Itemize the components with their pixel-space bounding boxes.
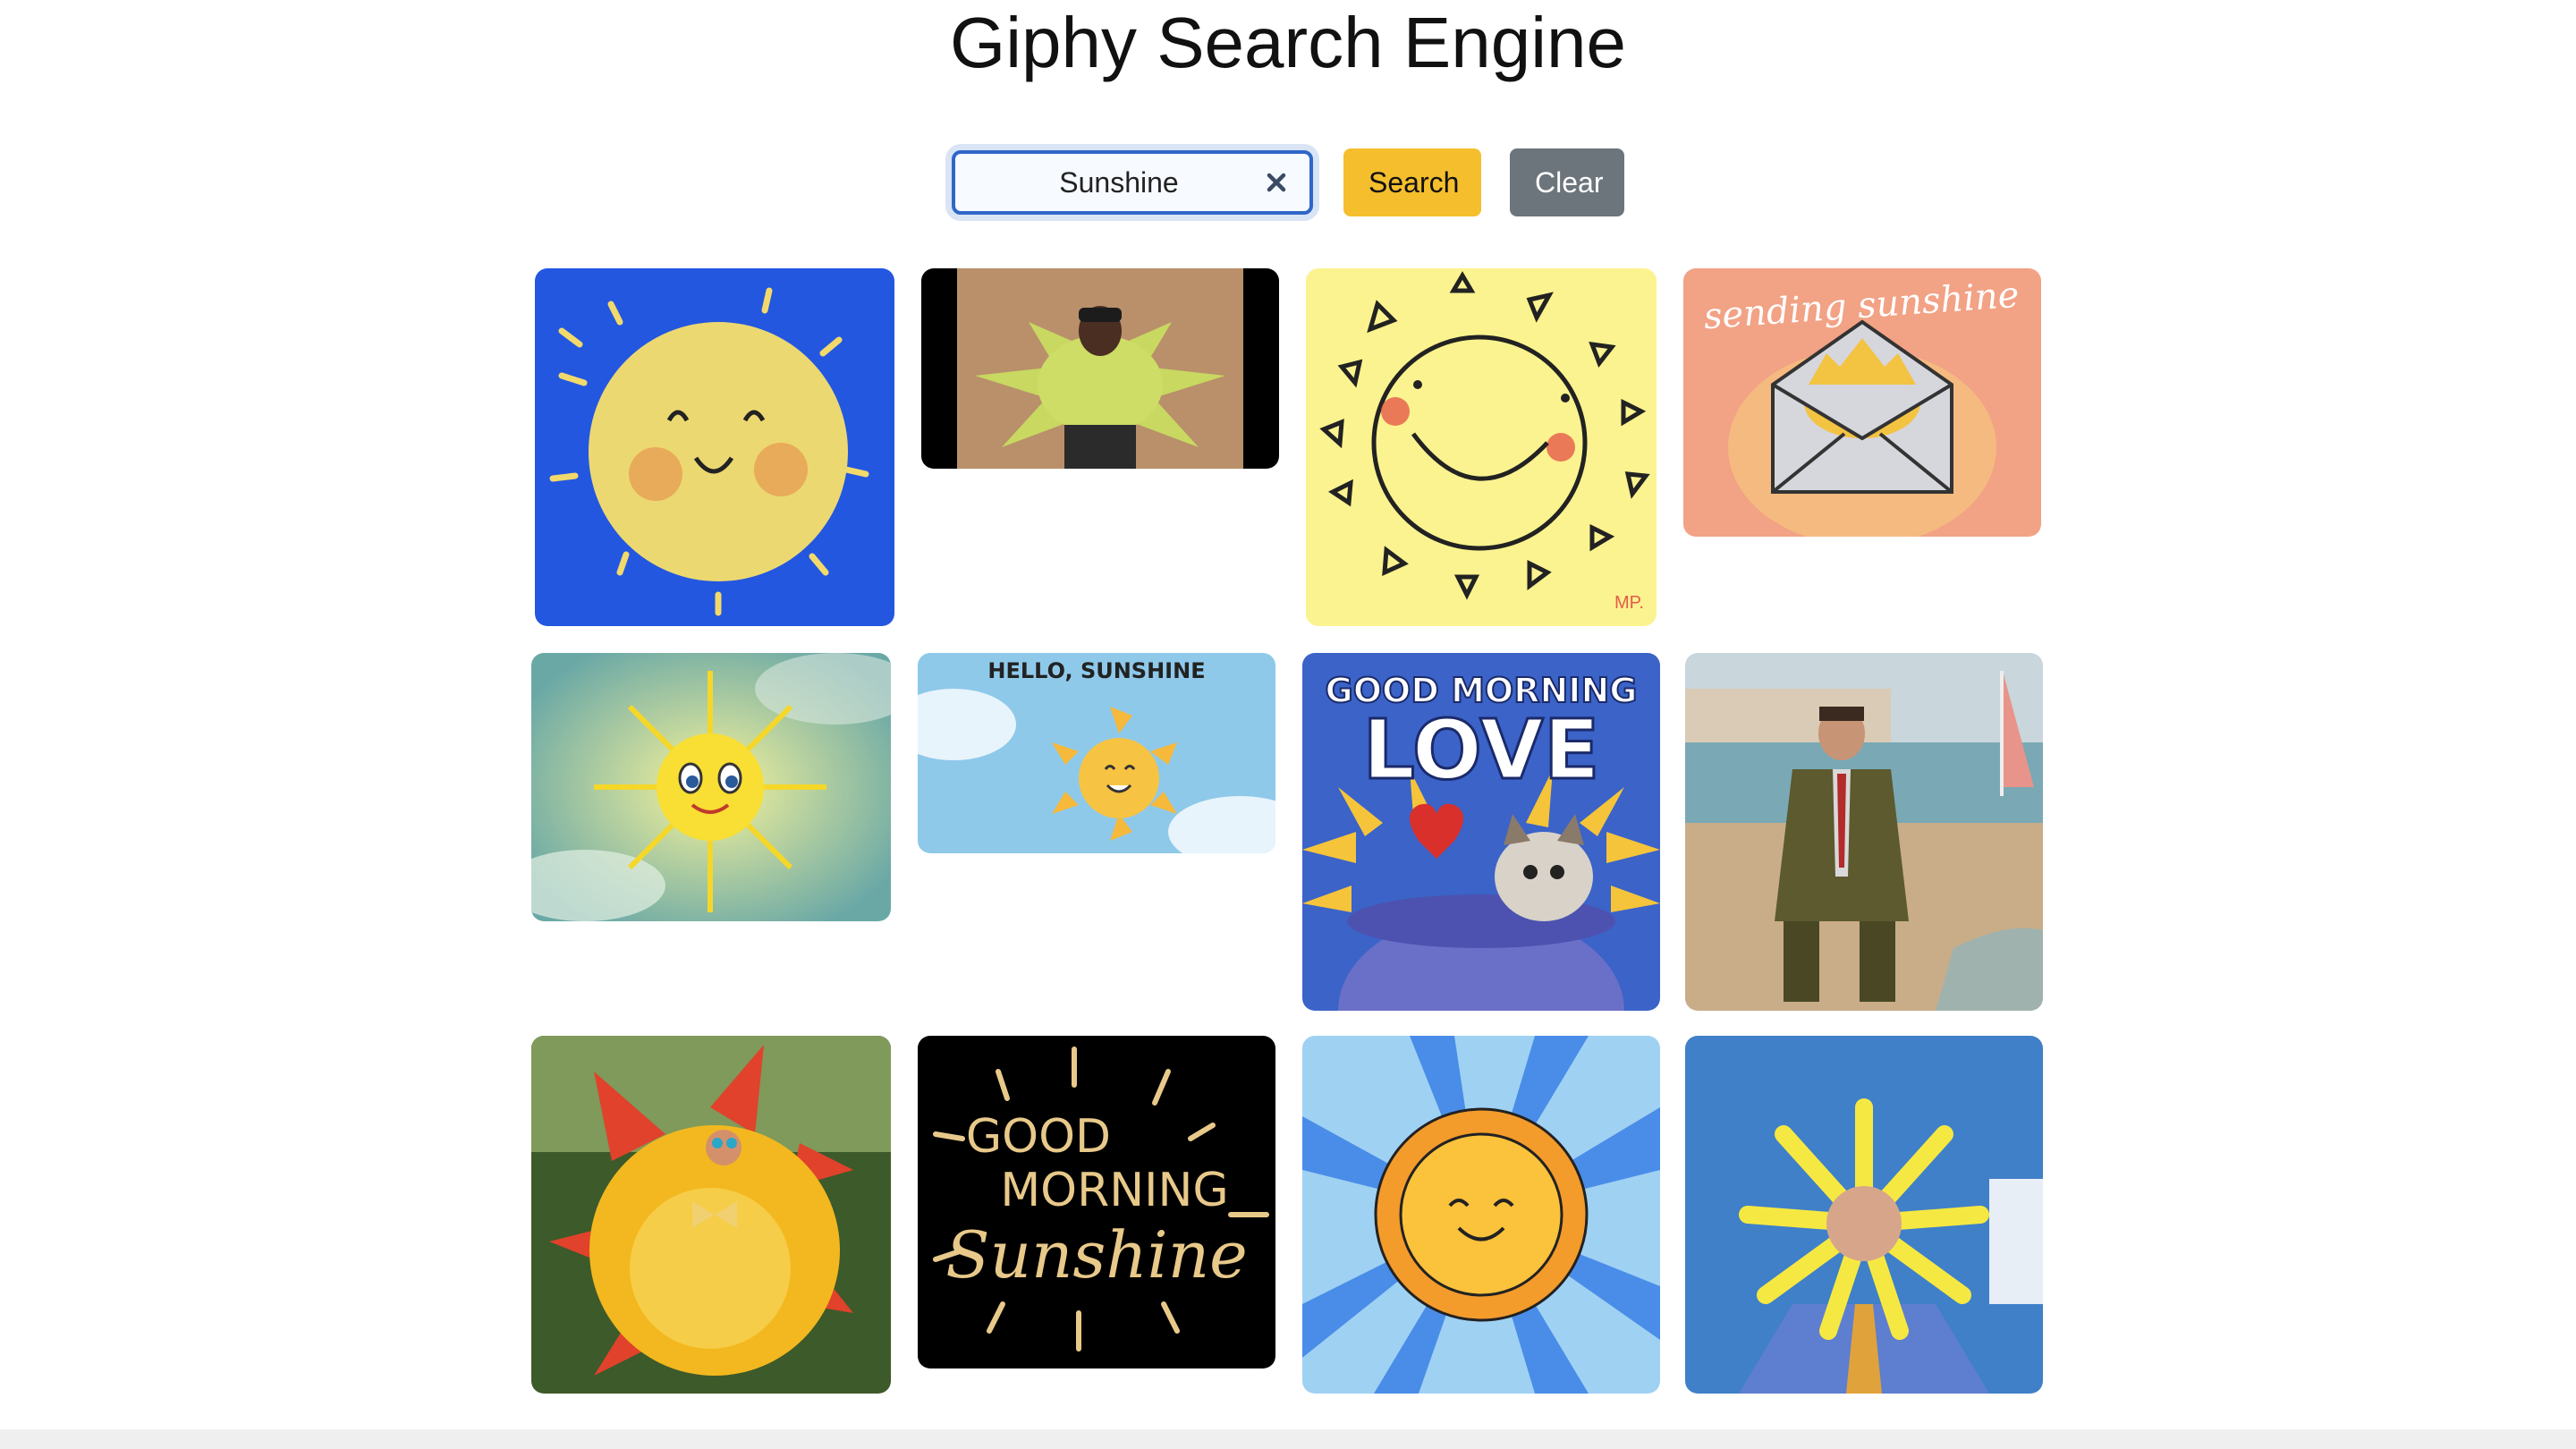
svg-text:MP.: MP.	[1614, 593, 1644, 613]
search-bar: Search Clear	[952, 147, 1624, 218]
gif-caption-top: GOOD MORNING	[1326, 671, 1638, 710]
gif-man-on-beach[interactable]	[1685, 653, 2043, 1011]
gif-sending-sunshine[interactable]: sending sunshine	[1683, 268, 2041, 537]
orange-sun-image	[1302, 1036, 1660, 1394]
gif-caption-1: GOOD	[966, 1110, 1111, 1164]
gif-red-sun-costume[interactable]	[531, 1036, 891, 1394]
beach-image	[1685, 653, 2043, 1011]
gif-caption-2: MORNING	[1000, 1164, 1228, 1217]
gif-good-morning-sunshine[interactable]: GOOD MORNING Sunshine	[918, 1036, 1275, 1368]
gif-blue-smiling-sun[interactable]	[535, 268, 894, 626]
gif-orange-sun-rays[interactable]	[1302, 1036, 1660, 1394]
doodle-sun-image: MP.	[1306, 268, 1657, 626]
close-icon[interactable]	[1265, 171, 1288, 194]
gif-person-in-sun-costume[interactable]	[921, 268, 1279, 469]
search-input[interactable]	[955, 154, 1309, 211]
red-sun-image	[531, 1036, 891, 1394]
headpiece-image	[1685, 1036, 2043, 1394]
gif-cartoon-sun-clouds[interactable]	[531, 653, 891, 921]
clear-button[interactable]: Clear	[1510, 148, 1624, 216]
gif-caption-3: Sunshine	[945, 1217, 1247, 1292]
lettering-image: GOOD MORNING Sunshine	[918, 1036, 1275, 1368]
sun-image	[535, 268, 894, 626]
gif-caption-bottom: LOVE	[1362, 702, 1599, 798]
gif-doodle-sun[interactable]: MP.	[1306, 268, 1657, 626]
search-button[interactable]: Search	[1343, 148, 1481, 216]
gif-man-sun-headpiece[interactable]	[1685, 1036, 2043, 1394]
costume-image	[921, 268, 1279, 469]
page-title: Giphy Search Engine	[949, 3, 1626, 82]
cartoon-sun-image	[531, 653, 891, 921]
gif-good-morning-love[interactable]: GOOD MORNING LOVE	[1302, 653, 1660, 1011]
search-field[interactable]	[952, 150, 1313, 215]
gif-hello-sunshine[interactable]: HELLO, SUNSHINE	[918, 653, 1275, 853]
gif-caption: HELLO, SUNSHINE	[987, 658, 1205, 683]
hello-sun-image: HELLO, SUNSHINE	[918, 653, 1275, 853]
bottom-scroll-bar	[0, 1429, 2576, 1449]
kitten-image: GOOD MORNING LOVE	[1302, 653, 1660, 1011]
envelope-image: sending sunshine	[1683, 268, 2041, 537]
